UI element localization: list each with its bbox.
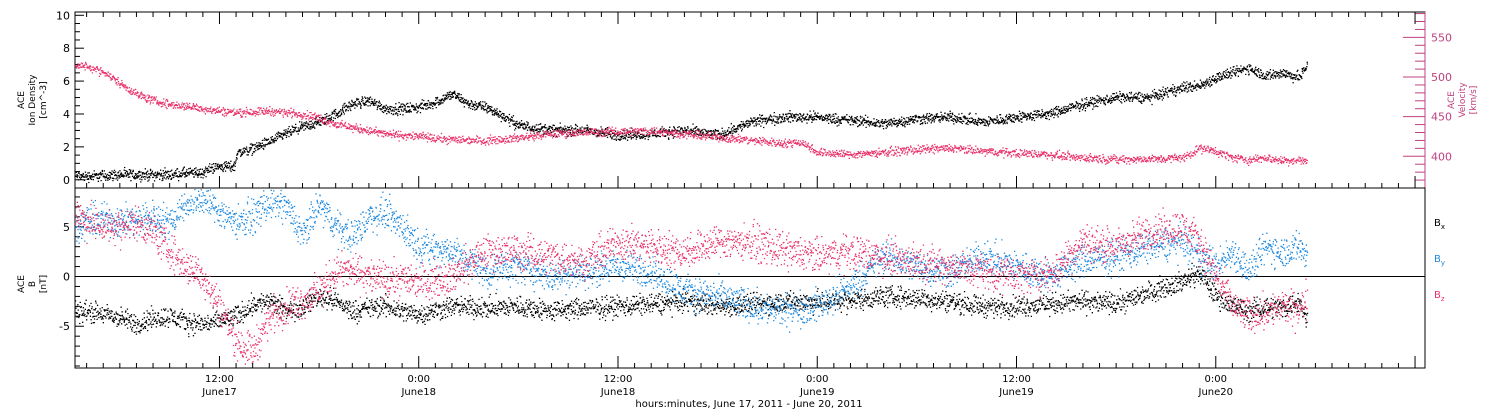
field-tick-label: 5 bbox=[63, 221, 70, 234]
date-tick-label: June17 bbox=[201, 387, 237, 398]
legend-bz: Bz bbox=[1434, 290, 1445, 303]
series-by-points bbox=[75, 188, 1309, 333]
legend-bx: Bx bbox=[1434, 218, 1445, 231]
x-axis-title: hours:minutes, June 17, 2011 - June 20, … bbox=[635, 399, 862, 410]
density-tick-label: 8 bbox=[63, 42, 70, 55]
date-tick-label: June19 bbox=[799, 387, 835, 398]
density-velocity-panel: 0 2 4 6 8 10 400 450 500 550 ACEIon Density[cm^-3]… bbox=[17, 9, 1479, 189]
velocity-tick-label: 550 bbox=[1431, 31, 1452, 44]
velocity-tick-label: 400 bbox=[1431, 150, 1452, 163]
time-tick-label: 12:00 bbox=[205, 374, 234, 385]
time-tick-label: 0:00 bbox=[1205, 374, 1227, 385]
date-tick-label: June18 bbox=[600, 387, 636, 398]
time-tick-label: 0:00 bbox=[806, 374, 828, 385]
time-tick-label: 0:00 bbox=[407, 374, 429, 385]
density-tick-label: 10 bbox=[56, 9, 70, 22]
velocity-tick-label: 500 bbox=[1431, 71, 1452, 84]
time-tick-label: 12:00 bbox=[1002, 374, 1031, 385]
magnetic-field-panel: -5 0 5 ACEB[nT] Bx By Bz bbox=[17, 187, 1445, 369]
time-axis: 12:00 June17 0:00 June18 12:00 June18 0:00 June… bbox=[86, 12, 1416, 398]
field-tick-label: 0 bbox=[63, 271, 70, 284]
field-axis-title: ACEB[nT] bbox=[17, 275, 49, 293]
date-tick-label: June19 bbox=[998, 387, 1034, 398]
series-velocity-points bbox=[74, 61, 1308, 167]
series-bx-points bbox=[74, 262, 1309, 338]
field-tick-label: -5 bbox=[59, 320, 70, 333]
density-tick-label: 2 bbox=[63, 141, 70, 154]
density-tick-label: 6 bbox=[63, 75, 70, 88]
density-axis-title: ACEIon Density[cm^-3] bbox=[17, 74, 49, 126]
series-ion-density-points bbox=[75, 61, 1309, 184]
top-panel-frame bbox=[74, 11, 1426, 189]
time-tick-label: 12:00 bbox=[604, 374, 633, 385]
date-tick-label: June20 bbox=[1198, 387, 1234, 398]
density-tick-label: 4 bbox=[63, 108, 70, 121]
date-tick-label: June18 bbox=[400, 387, 436, 398]
bottom-panel-frame bbox=[74, 187, 1426, 369]
legend-by: By bbox=[1434, 254, 1445, 267]
series-bz-points bbox=[74, 199, 1309, 365]
velocity-axis-title: ACEVelocity[km/s] bbox=[1447, 82, 1479, 118]
density-tick-label: 0 bbox=[63, 174, 70, 187]
velocity-tick-label: 450 bbox=[1431, 111, 1452, 124]
